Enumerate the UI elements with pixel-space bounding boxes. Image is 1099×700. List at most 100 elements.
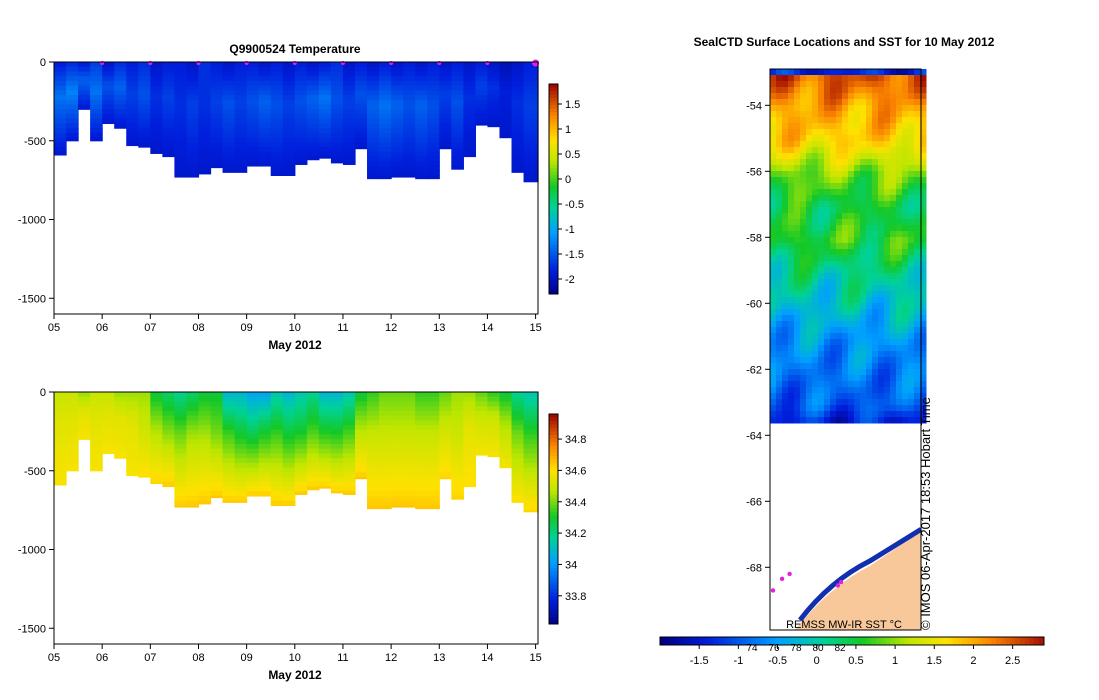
- profile-cell: [342, 486, 356, 492]
- profile-cell: [391, 495, 404, 502]
- sst-pixel: [860, 387, 867, 394]
- profile-cell: [523, 448, 539, 455]
- profile-cell: [234, 128, 248, 134]
- sst-pixel: [878, 327, 885, 334]
- sst-pixel: [902, 261, 909, 268]
- sst-pixel: [854, 261, 861, 268]
- profile-cell: [78, 406, 91, 412]
- profile-cell: [367, 151, 380, 158]
- colorbar-tick-label: -1.5: [690, 655, 709, 667]
- profile-cell: [186, 491, 200, 497]
- colorbar-segment: [549, 428, 558, 432]
- sst-pixel: [854, 69, 861, 76]
- profile-cell: [342, 462, 356, 469]
- sst-pixel: [896, 147, 903, 154]
- profile-cell: [367, 128, 380, 134]
- sst-pixel: [902, 369, 909, 376]
- profile-cell: [523, 425, 539, 431]
- profile-cell: [138, 401, 151, 407]
- profile-cell: [403, 90, 416, 96]
- sst-pixel: [806, 297, 813, 304]
- profile-cell: [66, 132, 79, 139]
- sst-pixel: [884, 411, 891, 418]
- profile-cell: [318, 147, 332, 153]
- colorbar-segment: [549, 283, 558, 288]
- sst-pixel: [782, 369, 789, 376]
- profile-cell: [367, 147, 380, 153]
- sst-pixel: [782, 405, 789, 412]
- colorbar-segment: [784, 637, 791, 645]
- profile-cell: [90, 425, 103, 431]
- profile-cell: [150, 477, 163, 483]
- profile-cell: [198, 66, 212, 73]
- profile-cell: [282, 472, 296, 478]
- x-tick-label: 05: [48, 652, 60, 664]
- colorbar-segment: [549, 189, 558, 193]
- profile-cell: [427, 151, 440, 158]
- profile-cell: [475, 71, 489, 77]
- sst-pixel: [860, 393, 867, 400]
- sst-pixel: [884, 123, 891, 130]
- sst-pixel: [920, 81, 927, 88]
- sst-pixel: [866, 405, 873, 412]
- profile-cell: [294, 420, 308, 426]
- sst-pixel: [836, 387, 843, 394]
- sst-pixel: [860, 249, 867, 256]
- sst-pixel: [824, 375, 831, 382]
- profile-cell: [342, 90, 356, 96]
- profile-cell: [198, 420, 212, 426]
- y-tick-label: -500: [24, 136, 46, 148]
- profile-cell: [439, 80, 452, 87]
- profile-cell: [198, 137, 212, 143]
- sst-pixel: [794, 381, 801, 388]
- sst-pixel: [914, 87, 921, 94]
- profile-cell: [114, 76, 127, 82]
- profile-cell: [379, 406, 392, 412]
- profile-cell: [379, 62, 392, 68]
- colorbar-segment: [549, 536, 558, 541]
- profile-cell: [523, 147, 539, 153]
- profile-cell: [54, 406, 67, 412]
- sst-pixel: [866, 75, 873, 82]
- profile-14: [222, 392, 236, 503]
- profile-cell: [306, 156, 320, 161]
- sst-pixel: [866, 267, 873, 274]
- sst-pixel: [884, 183, 891, 190]
- profile-cell: [246, 90, 260, 96]
- profile-cell: [330, 425, 344, 431]
- profile-cell: [451, 85, 464, 91]
- profile-cell: [379, 401, 392, 407]
- profile-cell: [355, 80, 368, 87]
- sst-pixel: [824, 243, 831, 250]
- sst-pixel: [920, 159, 927, 166]
- sst-pixel: [812, 309, 819, 316]
- profile-cell: [234, 80, 248, 87]
- profile-cell: [66, 415, 79, 421]
- sst-pixel: [818, 417, 825, 424]
- profile-cell: [270, 434, 284, 440]
- profile-cell: [294, 481, 308, 488]
- profile-cell: [102, 62, 115, 68]
- sst-pixel: [782, 345, 789, 352]
- sst-pixel: [908, 243, 915, 250]
- profile-cell: [342, 137, 356, 143]
- profile-cell: [403, 486, 416, 492]
- profile-cell: [463, 128, 476, 134]
- sst-pixel: [818, 327, 825, 334]
- profile-cell: [318, 448, 332, 455]
- profile-cell: [355, 443, 368, 450]
- sst-pixel: [890, 303, 897, 310]
- sst-pixel: [824, 171, 831, 178]
- sst-pixel: [788, 219, 795, 226]
- colorbar-segment: [549, 505, 558, 509]
- profile-cell: [367, 467, 380, 473]
- profile-cell: [162, 458, 175, 464]
- profile-cell: [403, 151, 416, 158]
- profile-29: [403, 392, 416, 508]
- profile-cell: [174, 406, 188, 412]
- profile-cell: [258, 85, 272, 91]
- profile-cell: [523, 80, 539, 87]
- sst-pixel: [812, 177, 819, 184]
- sst-pixel: [776, 309, 783, 316]
- profile-cell: [90, 420, 103, 426]
